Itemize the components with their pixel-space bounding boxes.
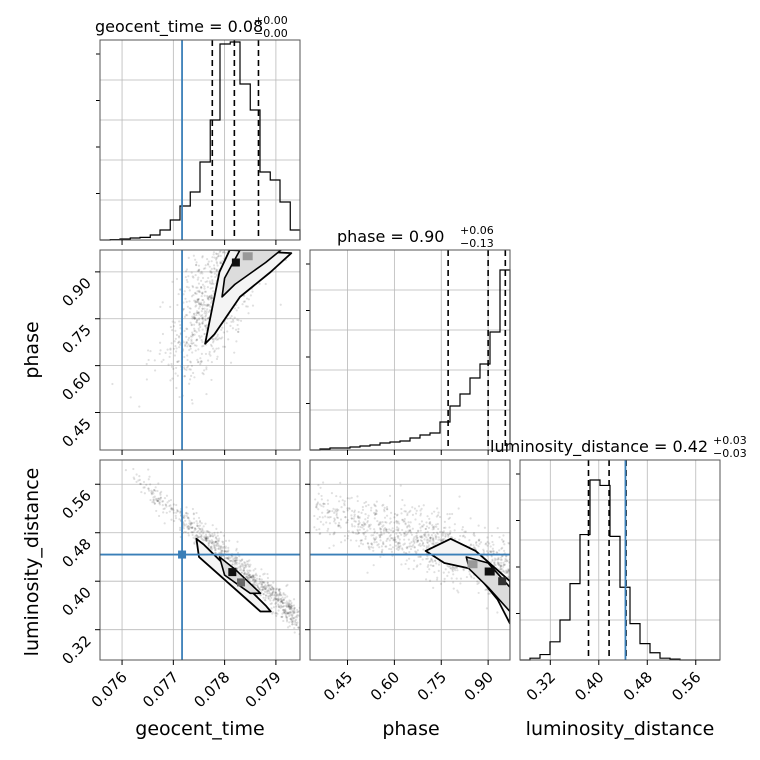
scatter-panel-phase-vs-luminosity_distance: 0.45 0.60 0.75 0.90 (305, 459, 511, 704)
xtick-phase-2: 0.75 (414, 668, 450, 704)
xtick-luminosity_distance-3: 0.56 (668, 668, 704, 704)
scatter-phase-luminosity-frame (309, 459, 511, 661)
hist-panel-phase (306, 249, 511, 455)
title-phase-plus: +0.06 (460, 224, 494, 237)
xtick-geocent_time-0: 0.076 (88, 668, 131, 711)
ytick-luminosity_distance-2: 0.48 (58, 535, 94, 571)
xtick-phase-1: 0.60 (367, 668, 403, 704)
title-phase: phase = 0.90 (337, 227, 444, 246)
xtick-phase-0: 0.45 (320, 668, 356, 704)
title-geocent-time-plus: +0.00 (254, 14, 288, 27)
xlabel-phase: phase (382, 718, 439, 740)
ytick-phase-1: 0.60 (58, 368, 94, 404)
hist-panel-geocent_time (96, 39, 301, 245)
scatter-geocent-phase-frame (99, 249, 301, 451)
title-luminosity-distance: luminosity_distance = 0.42 (490, 437, 708, 457)
ytick-luminosity_distance-1: 0.40 (58, 583, 94, 619)
hist-geocent_time (100, 41, 301, 241)
xlabel-luminosity-distance: luminosity_distance (526, 718, 715, 740)
panels: 0.32 0.40 0.48 0.560.450.600.750.900.076 0.0… (58, 39, 721, 711)
samples-geocent_time-vs-phase (111, 250, 293, 408)
xtick-geocent_time-2: 0.078 (190, 668, 233, 711)
ytick-phase-2: 0.75 (58, 321, 94, 357)
title-phase-minus: −0.13 (460, 237, 494, 250)
hist-phase-frame (309, 249, 511, 451)
scatter-geocent-luminosity-frame (99, 459, 301, 661)
truth-marker-geocent-luminosity (178, 550, 187, 559)
ylabel-phase: phase (21, 321, 43, 378)
ytick-luminosity_distance-3: 0.56 (58, 486, 94, 522)
xtick-geocent_time-1: 0.077 (139, 668, 182, 711)
title-luminosity-distance-plus: +0.03 (713, 434, 747, 447)
xtick-geocent_time-3: 0.079 (242, 668, 285, 711)
hist-phase (310, 269, 511, 451)
ytick-phase-0: 0.45 (58, 415, 94, 451)
xtick-luminosity_distance-0: 0.32 (523, 668, 559, 704)
ytick-luminosity_distance-0: 0.32 (58, 632, 94, 668)
ytick-phase-3: 0.90 (58, 274, 94, 310)
xtick-luminosity_distance-2: 0.48 (620, 668, 656, 704)
xlabel-geocent-time: geocent_time (135, 718, 264, 740)
scatter-panel-geocent_time-vs-phase: 0.45 0.60 0.75 0.90 (58, 249, 301, 455)
scatter-panel-geocent_time-vs-luminosity_distance: 0.076 0.077 0.078 0.079 0.32 0.40 0.48 0.56 (58, 459, 301, 711)
xtick-phase-3: 0.90 (461, 668, 497, 704)
title-luminosity-distance-minus: −0.03 (713, 447, 747, 460)
title-geocent-time: geocent_time = 0.08 (95, 17, 263, 37)
hist-panel-luminosity_distance: 0.32 0.40 0.48 0.56 (516, 459, 721, 704)
ylabel-luminosity-distance: luminosity_distance (21, 468, 43, 657)
hist-luminosity_distance (520, 479, 720, 661)
xtick-luminosity_distance-1: 0.40 (571, 668, 607, 704)
title-geocent-time-minus: −0.00 (254, 27, 288, 40)
hist-luminosity_distance-frame (519, 459, 721, 661)
samples-phase-vs-luminosity_distance (313, 481, 510, 625)
samples-geocent_time-vs-luminosity_distance (124, 467, 300, 636)
hist-geocent_time-frame (99, 39, 301, 241)
